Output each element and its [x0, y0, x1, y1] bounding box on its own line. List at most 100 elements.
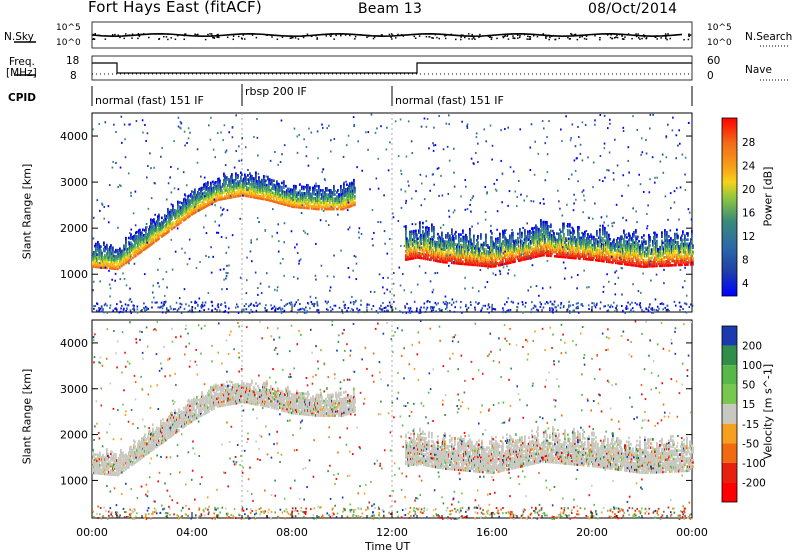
power-cell	[666, 231, 668, 234]
power-cell	[234, 185, 236, 188]
power-cell	[442, 256, 444, 260]
power-cell	[561, 247, 563, 250]
power-cell	[127, 247, 129, 251]
power-cell	[511, 240, 513, 243]
power-cell	[147, 235, 149, 238]
power-cell	[513, 241, 515, 245]
power-cell	[189, 200, 191, 203]
power-cell	[102, 266, 104, 269]
power-cell	[500, 251, 502, 254]
power-cell	[560, 253, 562, 256]
power-cell	[297, 199, 299, 203]
power-cell	[348, 197, 350, 200]
power-cell	[632, 232, 634, 236]
power-cell	[632, 261, 634, 265]
power-cell	[500, 253, 502, 256]
power-cell	[633, 247, 635, 251]
power-cell	[406, 253, 408, 257]
power-cell	[433, 242, 435, 246]
power-cell	[424, 234, 426, 238]
power-cell	[626, 261, 628, 264]
power-cell	[95, 255, 97, 258]
power-cell	[652, 252, 654, 256]
power-cell	[342, 207, 344, 211]
power-cell	[610, 242, 612, 245]
power-cell	[538, 252, 540, 256]
power-cell	[505, 239, 507, 243]
power-cell	[615, 253, 617, 256]
power-cell	[623, 246, 625, 249]
power-cell	[347, 195, 349, 199]
power-cell	[419, 248, 421, 251]
power-cell	[269, 190, 271, 194]
power-cell	[567, 256, 569, 259]
power-cell	[501, 242, 503, 246]
power-cell	[174, 215, 176, 218]
power-cell	[249, 193, 251, 196]
power-cell	[550, 223, 552, 227]
power-cell	[406, 245, 408, 249]
power-cell	[584, 243, 586, 246]
power-cell	[188, 209, 190, 212]
power-cell	[417, 245, 419, 249]
power-cell	[456, 247, 458, 251]
power-cell	[620, 239, 622, 243]
power-cell	[560, 230, 562, 234]
power-cell	[546, 221, 548, 224]
power-cell	[239, 190, 241, 193]
power-cell	[130, 249, 132, 253]
power-cell	[653, 242, 655, 245]
power-cell	[94, 253, 96, 256]
power-cell	[493, 263, 495, 266]
power-cell	[100, 253, 102, 257]
power-cell	[285, 203, 287, 207]
power-cell	[288, 200, 290, 203]
power-cell	[499, 245, 501, 248]
power-cell	[604, 253, 606, 257]
power-cell	[215, 193, 217, 197]
power-cell	[352, 195, 354, 199]
power-cell	[161, 224, 163, 228]
power-cell	[333, 197, 335, 200]
power-cell	[651, 264, 653, 268]
power-cell	[612, 254, 614, 258]
power-cell	[499, 253, 501, 256]
power-cell	[505, 247, 507, 251]
power-cell	[141, 231, 143, 234]
power-cell	[157, 227, 159, 231]
power-cell	[536, 236, 538, 240]
power-cell	[488, 260, 490, 264]
power-cell	[645, 242, 647, 245]
power-cell	[503, 250, 505, 253]
power-cell	[653, 248, 655, 251]
power-cell	[188, 194, 190, 198]
power-cell	[468, 263, 470, 266]
power-cell	[529, 231, 531, 235]
power-cell	[614, 244, 616, 248]
power-cell	[491, 252, 493, 256]
power-cell	[132, 248, 134, 251]
power-cell	[430, 237, 432, 241]
power-cell	[324, 193, 326, 196]
power-cell	[97, 255, 99, 259]
power-cell	[422, 230, 424, 233]
nsky-point	[316, 38, 318, 40]
power-cell	[313, 199, 315, 202]
power-cell	[453, 261, 455, 265]
power-cell	[452, 236, 454, 240]
power-cell	[527, 236, 529, 240]
power-cell	[525, 243, 527, 246]
power-cell	[127, 256, 129, 259]
power-cell	[646, 260, 648, 264]
power-cell	[630, 245, 632, 248]
power-cell	[676, 243, 678, 246]
power-cell	[106, 254, 108, 257]
power-cell	[220, 189, 222, 193]
power-cell	[436, 240, 438, 244]
power-cell	[345, 206, 347, 210]
power-cell	[125, 238, 127, 242]
power-cell	[230, 177, 232, 181]
power-cell	[511, 248, 513, 252]
nsky-point	[639, 38, 641, 40]
power-cell	[462, 243, 464, 247]
